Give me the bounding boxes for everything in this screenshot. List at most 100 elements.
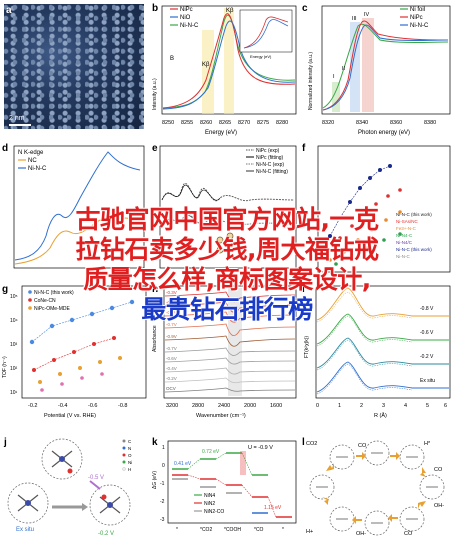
legend-d-1: Ni-N-C — [28, 166, 47, 172]
b-tick-2: 8260 — [200, 120, 212, 126]
k-val-0: 0.41 eV — [174, 461, 192, 467]
panel-k: k 0.41 eV 0.72 eV 1.15 eV U = -0.9 V NiN… — [150, 435, 300, 537]
legend-f-3: Ni-N4-C — [396, 233, 413, 238]
i-curve-0: -0.8 V — [420, 306, 434, 312]
inset-xlabel: Energy (eV) — [250, 54, 272, 59]
panel-b-label: b — [152, 3, 159, 14]
i-curve-2: -0.2 V — [420, 354, 434, 360]
panel-f: f Ni-N-C (this work) Ni-SAs/NC Fe3+-N-C … — [300, 140, 454, 285]
i-ylabel: FT(k²χ(k)) — [304, 336, 310, 358]
l-sp-5: CO — [404, 531, 413, 537]
h-pot-7: -0.4V — [166, 366, 177, 371]
panel-i-plot: -0.8 V -0.6 V -0.2 V Ex situ FT(k²χ(k)) … — [304, 285, 451, 419]
panel-h: h -0.3V -0.5V -0.6V -0.7V -0.9V -0.7V -0… — [150, 282, 300, 432]
i-tick-6: 6 — [444, 403, 447, 409]
legend-b-1: NiO — [180, 15, 191, 21]
g-xtick-2: -0.6 — [88, 403, 97, 409]
b-tick-4: 8270 — [238, 120, 250, 126]
i-tick-2: 2 — [360, 403, 363, 409]
panel-g-plot: Ni-N-C (this work) CoNe-CN NiPc-OMe-MDE … — [2, 285, 147, 419]
legend-e-0: NiPc (exp) — [256, 148, 280, 154]
l-sp-2: H* — [424, 441, 431, 447]
i-tick-4: 4 — [404, 403, 407, 409]
h-tick-2: 2400 — [218, 403, 230, 409]
b-ylabel: Intensity (a.u.) — [152, 78, 158, 110]
legend-f-4: Ni-N4/C — [396, 240, 413, 245]
i-curve-1: -0.6 V — [420, 330, 434, 336]
panel-e: e NiPc (exp) NiPc (fitting) Ni-N-C (exp)… — [150, 140, 300, 275]
h-pot-1: -0.5V — [166, 300, 177, 305]
c-peak-0: I — [333, 74, 335, 80]
c-ylabel: Normalized intensity (a.u.) — [308, 52, 314, 110]
i-tick-0: 0 — [316, 403, 319, 409]
d-title: N K-edge — [18, 150, 44, 156]
panel-l: l CO2 CO H* OH- H+ CO — [300, 435, 454, 537]
panel-f-plot: Ni-N-C (this work) Ni-SAs/NC Fe3+-N-C Ni… — [317, 145, 451, 273]
panel-c: c I II III IV Ni foil NiPc Ni-N-C Normal… — [300, 0, 454, 140]
legend-b-2: Ni-N-C — [180, 23, 199, 29]
legend-c-2: Ni-N-C — [410, 23, 429, 29]
panel-a-label: a — [6, 5, 12, 16]
l-sp-7: CO — [434, 467, 443, 473]
c-peak-2: III — [352, 16, 357, 22]
b-tick-3: 8265 — [219, 120, 231, 126]
h-pot-6: -0.6V — [166, 356, 177, 361]
overlay-line-4: 最贵钻石排行榜 — [141, 295, 313, 324]
k-step-4: * — [282, 527, 284, 533]
h-pot-0: -0.3V — [166, 290, 177, 295]
panel-k-label: k — [152, 437, 158, 448]
k-step-1: *CO2 — [200, 527, 212, 533]
legend-f-5: Ni-N-C (this work) — [396, 247, 432, 252]
c-xlabel: Photon energy (eV) — [358, 130, 410, 136]
overlay-line-3: 质量怎么样,商标图案设计, — [83, 265, 371, 294]
overlay-line-1: 古驰官网中国官方网站,一克 — [75, 205, 380, 234]
i-tick-3: 3 — [382, 403, 385, 409]
c-tick-3: 8380 — [424, 120, 436, 126]
peak-label-b1: B — [170, 56, 174, 62]
panel-g: g Ni-N-C (this work) CoNe-CN NiPc-OMe-MD… — [0, 282, 150, 432]
legend-f-0: Ni-N-C (this work) — [396, 212, 432, 217]
j-el-3: Ni — [128, 460, 132, 465]
legend-c-1: NiPc — [410, 15, 423, 21]
stem-image — [4, 4, 144, 129]
panel-i-label: i — [302, 284, 305, 295]
peak-label-b2: Kβ — [202, 62, 210, 68]
c-tick-0: 8320 — [322, 120, 334, 126]
g-xtick-3: -0.8 — [118, 403, 127, 409]
panel-i: i -0.8 V -0.6 V -0.2 V Ex situ FT(k²χ(k)… — [300, 282, 454, 432]
g-ytick-1: 10² — [10, 366, 18, 372]
k-ytick-3: -2 — [160, 499, 165, 505]
h-pot-2: -0.6V — [166, 310, 177, 315]
h-tick-3: 2000 — [244, 403, 256, 409]
k-ytick-1: 0 — [162, 463, 165, 469]
h-pot-9: OCV — [166, 386, 176, 391]
panel-d-label: d — [2, 143, 9, 154]
panel-d-plot: N K-edge NC Ni-N-C — [13, 145, 145, 269]
legend-e-3: Ni-N-C (fitting) — [256, 169, 288, 175]
h-pot-5: -0.7V — [166, 346, 177, 351]
k-legend-0: NiN4 — [204, 493, 215, 499]
i-curve-3: Ex situ — [420, 378, 435, 384]
k-val-1: 0.72 eV — [202, 449, 220, 455]
l-sp-4: H+ — [306, 529, 313, 535]
k-val-2: 1.15 eV — [264, 505, 282, 511]
k-ytick-0: 1 — [162, 445, 165, 451]
j-exsitu: Ex situ — [16, 527, 34, 533]
i-xlabel: R (Å) — [374, 412, 387, 419]
legend-g-2: NiPc-OMe-MDE — [34, 306, 70, 312]
b-tick-6: 8280 — [276, 120, 288, 126]
k-legend-1: NiN2 — [204, 501, 215, 507]
g-ytick-2: 10³ — [10, 342, 18, 348]
panel-l-label: l — [302, 437, 305, 448]
panel-d: d N K-edge NC Ni-N-C — [0, 140, 150, 275]
i-tick-5: 5 — [426, 403, 429, 409]
panel-b: b B Kβ Kβ Energy (eV) NiPc NiO Ni-N-C In… — [150, 0, 300, 140]
g-xlabel: Potential (V vs. RHE) — [44, 413, 96, 419]
panel-e-plot: NiPc (exp) NiPc (fitting) Ni-N-C (exp) N… — [159, 145, 297, 269]
legend-d-0: NC — [28, 158, 37, 164]
legend-c-0: Ni foil — [410, 7, 425, 13]
k-step-2: *COOH — [224, 527, 241, 533]
panel-c-plot: I II III IV Ni foil NiPc Ni-N-C Normaliz… — [308, 5, 451, 136]
panel-a: a 2 nm — [0, 0, 150, 135]
l-sp-0: CO2 — [306, 441, 317, 447]
